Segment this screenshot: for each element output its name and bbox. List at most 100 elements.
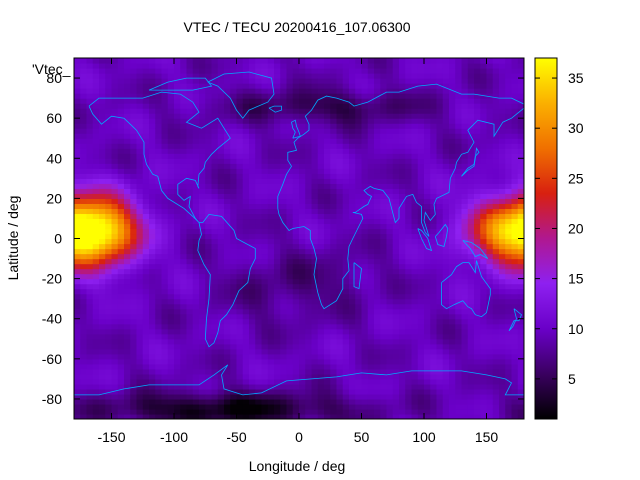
- heatmap-cell: [105, 138, 113, 144]
- heatmap-cell: [380, 313, 388, 320]
- heatmap-cell: [117, 328, 125, 335]
- heatmap-cell: [161, 108, 169, 114]
- heatmap-cell: [186, 398, 194, 405]
- heatmap-cell: [436, 113, 444, 119]
- heatmap-cell: [136, 408, 144, 415]
- heatmap-cell: [461, 398, 469, 405]
- heatmap-cell: [330, 173, 338, 179]
- heatmap-cell: [236, 273, 244, 280]
- heatmap-cell: [161, 78, 169, 84]
- heatmap-cell: [186, 63, 194, 69]
- heatmap-cell: [461, 258, 469, 265]
- heatmap-cell: [430, 143, 438, 149]
- heatmap-cell: [480, 238, 488, 245]
- heatmap-cell: [386, 228, 394, 235]
- heatmap-cell: [311, 273, 319, 280]
- heatmap-cell: [455, 103, 463, 109]
- heatmap-cell: [305, 148, 313, 154]
- heatmap-cell: [136, 263, 144, 270]
- heatmap-cell: [486, 198, 494, 204]
- heatmap-cell: [105, 253, 113, 260]
- heatmap-cell: [136, 168, 144, 174]
- heatmap-cell: [367, 298, 375, 305]
- heatmap-cell: [349, 123, 356, 129]
- heatmap-cell: [280, 373, 288, 380]
- heatmap-cell: [249, 348, 256, 355]
- heatmap-cell: [99, 353, 106, 360]
- heatmap-cell: [349, 243, 356, 250]
- heatmap-cell: [417, 283, 425, 290]
- heatmap-cell: [261, 278, 269, 285]
- heatmap-cell: [286, 303, 294, 310]
- heatmap-cell: [99, 243, 106, 250]
- heatmap-cell: [349, 353, 356, 360]
- heatmap-cell: [286, 173, 294, 179]
- heatmap-cell: [430, 183, 438, 189]
- heatmap-cell: [380, 88, 388, 94]
- heatmap-cell: [80, 78, 88, 84]
- heatmap-cell: [261, 398, 269, 405]
- heatmap-cell: [436, 258, 444, 265]
- heatmap-cell: [230, 403, 238, 410]
- heatmap-cell: [192, 183, 200, 189]
- heatmap-cell: [467, 148, 475, 154]
- heatmap-cell: [474, 323, 481, 330]
- heatmap-cell: [205, 218, 213, 225]
- heatmap-cell: [399, 248, 406, 255]
- heatmap-cell: [255, 283, 263, 290]
- heatmap-cell: [442, 198, 450, 204]
- heatmap-cell: [242, 258, 250, 265]
- heatmap-cell: [355, 238, 363, 245]
- heatmap-cell: [299, 178, 306, 184]
- heatmap-cell: [267, 218, 275, 225]
- heatmap-cell: [317, 213, 325, 220]
- heatmap-cell: [330, 343, 338, 350]
- heatmap-cell: [499, 178, 506, 184]
- heatmap-cell: [411, 403, 419, 410]
- heatmap-cell: [136, 188, 144, 194]
- heatmap-cell: [505, 288, 513, 295]
- heatmap-cell: [211, 128, 219, 134]
- heatmap-cell: [111, 133, 119, 139]
- heatmap-cell: [355, 378, 363, 385]
- heatmap-cell: [124, 223, 131, 230]
- heatmap-cell: [405, 138, 413, 144]
- heatmap-cell: [436, 328, 444, 335]
- heatmap-cell: [311, 283, 319, 290]
- heatmap-cell: [124, 133, 131, 139]
- heatmap-cell: [311, 143, 319, 149]
- heatmap-cell: [280, 383, 288, 390]
- heatmap-cell: [361, 398, 369, 405]
- heatmap-cell: [305, 158, 313, 164]
- heatmap-cell: [230, 358, 238, 365]
- heatmap-cell: [361, 63, 369, 69]
- heatmap-cell: [342, 208, 350, 215]
- heatmap-cell: [261, 173, 269, 179]
- heatmap-cell: [167, 68, 175, 74]
- heatmap-cell: [405, 378, 413, 385]
- heatmap-cell: [317, 178, 325, 184]
- heatmap-cell: [261, 133, 269, 139]
- heatmap-cell: [255, 163, 263, 169]
- heatmap-cell: [242, 393, 250, 400]
- heatmap-cell: [436, 168, 444, 174]
- heatmap-cell: [305, 353, 313, 360]
- heatmap-cell: [230, 313, 238, 320]
- heatmap-cell: [311, 113, 319, 119]
- heatmap-cell: [99, 398, 106, 405]
- heatmap-cell: [174, 208, 181, 215]
- heatmap-cell: [180, 353, 188, 360]
- heatmap-cell: [224, 313, 231, 320]
- heatmap-cell: [442, 258, 450, 265]
- heatmap-cell: [86, 148, 94, 154]
- heatmap-cell: [367, 413, 375, 419]
- heatmap-cell: [249, 268, 256, 275]
- heatmap-cell: [342, 408, 350, 415]
- heatmap-cell: [330, 193, 338, 199]
- heatmap-cell: [342, 223, 350, 230]
- heatmap-cell: [292, 88, 300, 94]
- heatmap-cell: [74, 153, 81, 159]
- heatmap-cell: [167, 398, 175, 405]
- heatmap-cell: [386, 158, 394, 164]
- heatmap-cell: [211, 398, 219, 405]
